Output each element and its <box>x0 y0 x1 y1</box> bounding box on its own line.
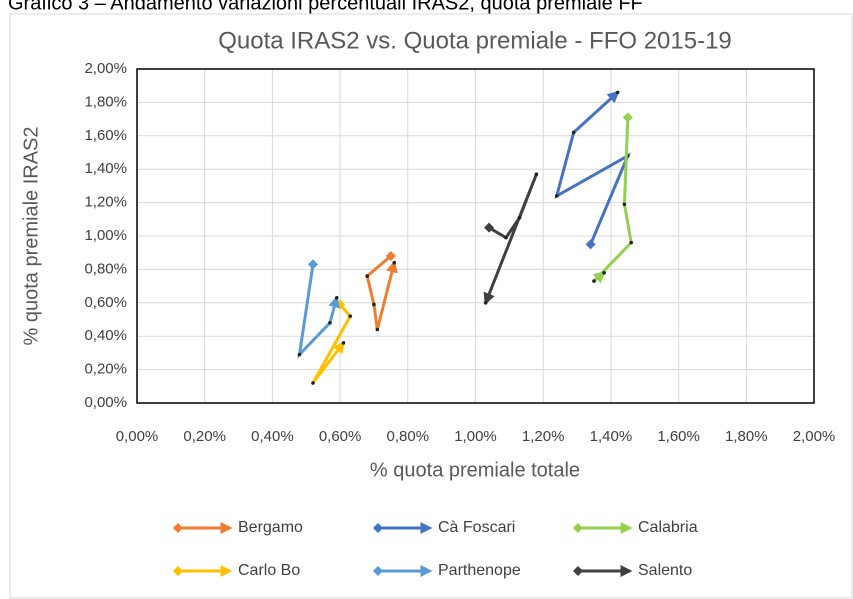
x-tick-label: 0,80% <box>387 428 430 445</box>
x-tick-label: 1,00% <box>454 428 497 445</box>
y-tick-label: 2,00% <box>84 60 127 77</box>
y-tick-label: 1,40% <box>84 160 127 177</box>
x-tick-label: 2,00% <box>793 428 836 445</box>
point <box>483 301 488 305</box>
legend-label: Cà Foscari <box>438 519 515 536</box>
legend-marker <box>173 566 183 576</box>
start-marker <box>484 222 495 233</box>
y-tick-label: 0,60% <box>84 294 127 311</box>
start-marker <box>308 259 319 270</box>
legend-marker <box>573 523 583 533</box>
point <box>328 321 332 325</box>
legend-label: Parthenope <box>438 562 521 579</box>
point <box>334 295 339 300</box>
legend-marker <box>173 523 183 533</box>
point <box>602 270 606 275</box>
y-tick-label: 1,20% <box>84 194 127 211</box>
legend-label: Carlo Bo <box>238 562 300 579</box>
point <box>534 172 539 177</box>
y-tick-label: 0,40% <box>84 327 127 344</box>
y-tick-label: 0,00% <box>84 394 127 411</box>
x-tick-label: 1,60% <box>657 428 700 445</box>
x-tick-label: 1,20% <box>522 428 565 445</box>
legend-marker <box>373 523 383 533</box>
x-tick-label: 0,60% <box>319 428 362 445</box>
x-tick-label: 0,20% <box>183 428 226 445</box>
legend-marker <box>373 566 383 576</box>
chart-title: Quota IRAS2 vs. Quota premiale - FFO 201… <box>218 27 732 54</box>
page-heading: Grafico 3 – Andamento variazioni percent… <box>8 0 643 14</box>
y-tick-label: 1,80% <box>84 93 127 110</box>
legend-label: Bergamo <box>238 519 303 536</box>
chart-border <box>9 13 853 599</box>
point <box>592 279 596 283</box>
point <box>392 260 397 265</box>
legend-label: Salento <box>638 562 692 579</box>
x-axis-title: % quota premiale totale <box>370 459 580 481</box>
point <box>571 130 576 135</box>
y-tick-label: 0,20% <box>84 361 127 378</box>
legend-marker <box>573 566 583 576</box>
series-line <box>311 303 353 384</box>
x-tick-label: 0,00% <box>116 428 159 445</box>
point <box>297 352 302 357</box>
x-tick-label: 1,40% <box>590 428 633 445</box>
plot-frame <box>136 68 815 404</box>
start-marker <box>385 251 396 262</box>
point <box>554 194 559 198</box>
point <box>615 90 620 95</box>
y-tick-label: 0,80% <box>84 260 127 277</box>
point <box>311 381 315 385</box>
legend-label: Calabria <box>638 519 698 536</box>
point <box>375 327 380 332</box>
point <box>341 341 346 345</box>
point <box>622 202 627 207</box>
point <box>504 235 508 240</box>
x-tick-label: 0,40% <box>251 428 294 445</box>
series-line <box>297 264 341 360</box>
series-line <box>365 254 398 330</box>
series-line <box>554 90 631 245</box>
point <box>365 274 369 278</box>
point <box>629 240 634 245</box>
point <box>517 215 522 220</box>
y-axis-title: % quota premiale IRAS2 <box>20 126 42 345</box>
y-tick-label: 1,60% <box>84 127 127 144</box>
x-tick-label: 1,80% <box>725 428 768 445</box>
y-tick-label: 1,00% <box>84 227 127 244</box>
start-marker <box>585 239 596 250</box>
series-line <box>592 117 633 284</box>
series-line <box>483 173 538 306</box>
start-marker <box>622 112 633 123</box>
point <box>372 302 376 307</box>
point <box>348 314 353 318</box>
